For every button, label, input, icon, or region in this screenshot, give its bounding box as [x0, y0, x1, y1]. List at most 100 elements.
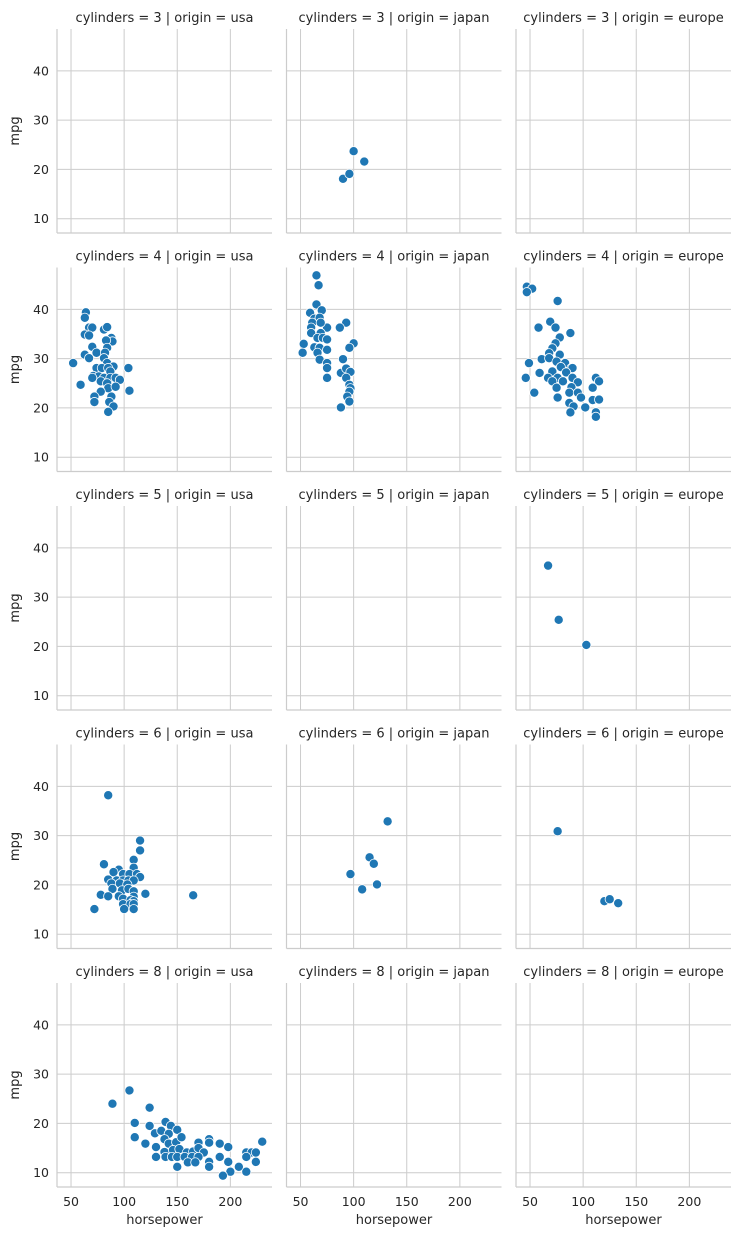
data-point	[250, 1156, 261, 1167]
data-point	[124, 385, 135, 396]
x-tick-label: 150	[395, 1194, 419, 1209]
data-point	[298, 338, 309, 349]
y-tick-label: 20	[33, 877, 49, 892]
data-point	[107, 883, 118, 894]
data-point	[590, 411, 601, 422]
data-point	[129, 1132, 140, 1143]
x-tick-label: 150	[165, 1194, 189, 1209]
panel-title: cylinders = 6 | origin = europe	[523, 727, 723, 742]
data-point	[382, 816, 393, 827]
data-point	[297, 347, 308, 358]
x-tick-label: 100	[112, 1194, 136, 1209]
x-axis-label: horsepower	[356, 1213, 433, 1228]
data-point	[204, 1161, 215, 1172]
data-point	[550, 322, 561, 333]
data-point	[217, 1170, 228, 1181]
data-point	[580, 402, 591, 413]
data-point	[604, 894, 615, 905]
data-point	[107, 1098, 118, 1109]
data-point	[204, 1137, 215, 1148]
x-tick-label: 50	[293, 1194, 309, 1209]
facet-panel: 10 20 30 40 cylinders = 5 | origin = usa mpg	[8, 488, 272, 711]
data-point	[241, 1151, 252, 1162]
data-point	[214, 1151, 225, 1162]
data-point	[233, 1161, 244, 1172]
data-point	[250, 1147, 261, 1158]
y-tick-label: 10	[33, 927, 49, 942]
panel-title: cylinders = 5 | origin = europe	[523, 488, 723, 503]
y-axis-label: mpg	[8, 832, 23, 861]
facet-panel: 10 20 30 40 cylinders = 6 | origin = usa mpg	[8, 727, 272, 950]
data-point	[135, 835, 146, 846]
data-point	[322, 334, 333, 345]
data-point	[523, 358, 534, 369]
y-axis-label: mpg	[8, 116, 23, 145]
panel-title: cylinders = 6 | origin = usa	[76, 727, 254, 742]
y-tick-label: 20	[33, 639, 49, 654]
x-tick-label: 100	[571, 1194, 595, 1209]
data-point	[190, 1157, 201, 1168]
y-tick-label: 20	[33, 400, 49, 415]
facet-panel: cylinders = 4 | origin = europe	[515, 250, 731, 473]
facet-panel: 10 20 30 40 cylinders = 4 | origin = usa mpg	[8, 250, 272, 473]
facet-panel: cylinders = 5 | origin = japan	[285, 488, 502, 711]
y-tick-label: 20	[33, 162, 49, 177]
x-tick-label: 50	[63, 1194, 79, 1209]
y-tick-label: 10	[33, 211, 49, 226]
data-point	[551, 382, 562, 393]
facet-panel: cylinders = 5 | origin = europe	[515, 488, 731, 711]
data-point	[257, 1136, 268, 1147]
data-point	[594, 376, 605, 387]
data-point	[119, 904, 130, 915]
y-tick-label: 30	[33, 1067, 49, 1082]
x-tick-label: 200	[218, 1194, 242, 1209]
data-point	[123, 363, 134, 374]
data-point	[565, 328, 576, 339]
panel-title: cylinders = 5 | origin = japan	[299, 488, 490, 503]
facet-panel: cylinders = 3 | origin = japan	[285, 11, 502, 234]
data-point	[552, 296, 563, 307]
data-point	[338, 354, 349, 365]
x-tick-label: 150	[624, 1194, 648, 1209]
x-axis-label: horsepower	[585, 1213, 662, 1228]
y-tick-label: 30	[33, 590, 49, 605]
data-point	[223, 1156, 234, 1167]
data-point	[344, 396, 355, 407]
y-tick-label: 10	[33, 450, 49, 465]
data-point	[553, 614, 564, 625]
y-axis-label: mpg	[8, 1070, 23, 1099]
x-tick-label: 50	[522, 1194, 538, 1209]
data-point	[613, 898, 624, 909]
data-point	[135, 845, 146, 856]
data-point	[172, 1124, 183, 1135]
data-point	[334, 322, 345, 333]
data-point	[89, 397, 100, 408]
data-point	[561, 367, 572, 378]
y-tick-label: 30	[33, 113, 49, 128]
panel-title: cylinders = 8 | origin = japan	[299, 965, 490, 980]
data-point	[144, 1120, 155, 1131]
panel-title: cylinders = 3 | origin = europe	[523, 11, 723, 26]
panel-title: cylinders = 8 | origin = usa	[76, 965, 254, 980]
y-tick-label: 10	[33, 688, 49, 703]
data-point	[345, 869, 356, 880]
y-tick-label: 10	[33, 1165, 49, 1180]
data-point	[87, 372, 98, 383]
data-point	[128, 904, 139, 915]
data-point	[84, 353, 95, 364]
facet-panel: cylinders = 6 | origin = europe	[515, 727, 731, 950]
data-point	[344, 342, 355, 353]
data-point	[103, 406, 114, 417]
data-point	[223, 1142, 234, 1153]
data-point	[176, 1132, 187, 1143]
data-point	[534, 367, 545, 378]
data-point	[521, 287, 532, 298]
y-tick-label: 40	[33, 540, 49, 555]
data-point	[68, 358, 79, 369]
data-point	[552, 392, 563, 403]
data-point	[129, 1117, 140, 1128]
data-point	[172, 1161, 183, 1172]
data-point	[151, 1142, 162, 1153]
data-point	[98, 859, 109, 870]
facet-panel: 50 100 150 200 cylinders = 8 | origin = euro…	[515, 965, 731, 1228]
